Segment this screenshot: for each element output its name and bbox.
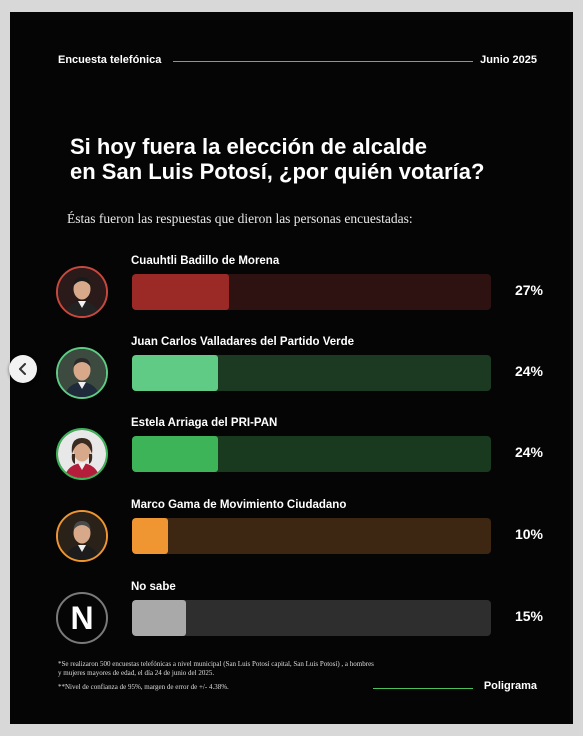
footnote-confidence: **Nivel de confianza de 95%, margen de e… <box>58 683 229 691</box>
category-label: No sabe <box>131 581 176 593</box>
bar-track <box>132 355 491 391</box>
brand-label: Poligrama <box>483 680 537 692</box>
poll-card: Encuesta telefónica Junio 2025 Si hoy fu… <box>10 12 573 724</box>
candidate-avatar <box>56 428 108 480</box>
value-label: 27% <box>514 282 543 298</box>
category-label: Cuauhtli Badillo de Morena <box>131 255 280 267</box>
value-label: 15% <box>514 608 543 624</box>
bar-row: N No sabe 15% <box>10 581 573 668</box>
value-label: 10% <box>514 526 543 542</box>
bar-row: Cuauhtli Badillo de Morena 27% <box>10 255 573 342</box>
bar-fill <box>132 600 186 636</box>
bar-fill <box>132 274 229 310</box>
bar-row: Marco Gama de Movimiento Ciudadano 10% <box>10 499 573 586</box>
category-label: Juan Carlos Valladares del Partido Verde <box>131 336 355 348</box>
chevron-left-icon <box>19 363 26 375</box>
survey-date-label: Junio 2025 <box>480 54 537 66</box>
bar-track <box>132 600 491 636</box>
bar-track <box>132 274 491 310</box>
title-line-1: Si hoy fuera la elección de alcalde <box>70 134 428 159</box>
category-label: Estela Arriaga del PRI-PAN <box>131 417 278 429</box>
man-portrait-icon <box>58 512 106 560</box>
value-label: 24% <box>514 363 543 379</box>
bar-fill <box>132 355 218 391</box>
bar-track <box>132 436 491 472</box>
man-portrait-icon <box>58 349 106 397</box>
woman-portrait-icon <box>58 430 106 478</box>
footnote-methodology: *Se realizaron 500 encuestas telefónicas… <box>58 660 374 677</box>
page-title: Si hoy fuera la elección de alcalde en S… <box>70 134 530 184</box>
candidate-avatar <box>56 347 108 399</box>
header-divider <box>173 61 473 62</box>
bar-row: Juan Carlos Valladares del Partido Verde… <box>10 336 573 423</box>
bar-fill <box>132 436 218 472</box>
candidate-avatar <box>56 510 108 562</box>
value-label: 24% <box>514 444 543 460</box>
category-label: Marco Gama de Movimiento Ciudadano <box>131 499 347 511</box>
title-line-2: en San Luis Potosí, ¿por quién votaría? <box>70 159 485 184</box>
bar-fill <box>132 518 168 554</box>
chart-subtitle: Éstas fueron las respuestas que dieron l… <box>67 211 413 226</box>
n-logo-icon: N <box>70 599 94 636</box>
bar-row: Estela Arriaga del PRI-PAN 24% <box>10 417 573 504</box>
footer-divider <box>373 688 473 689</box>
man-portrait-icon <box>58 268 106 316</box>
survey-type-label: Encuesta telefónica <box>58 54 162 66</box>
candidate-avatar <box>56 266 108 318</box>
previous-slide-button[interactable] <box>9 355 37 383</box>
no-sabe-avatar: N <box>56 592 108 644</box>
bar-track <box>132 518 491 554</box>
